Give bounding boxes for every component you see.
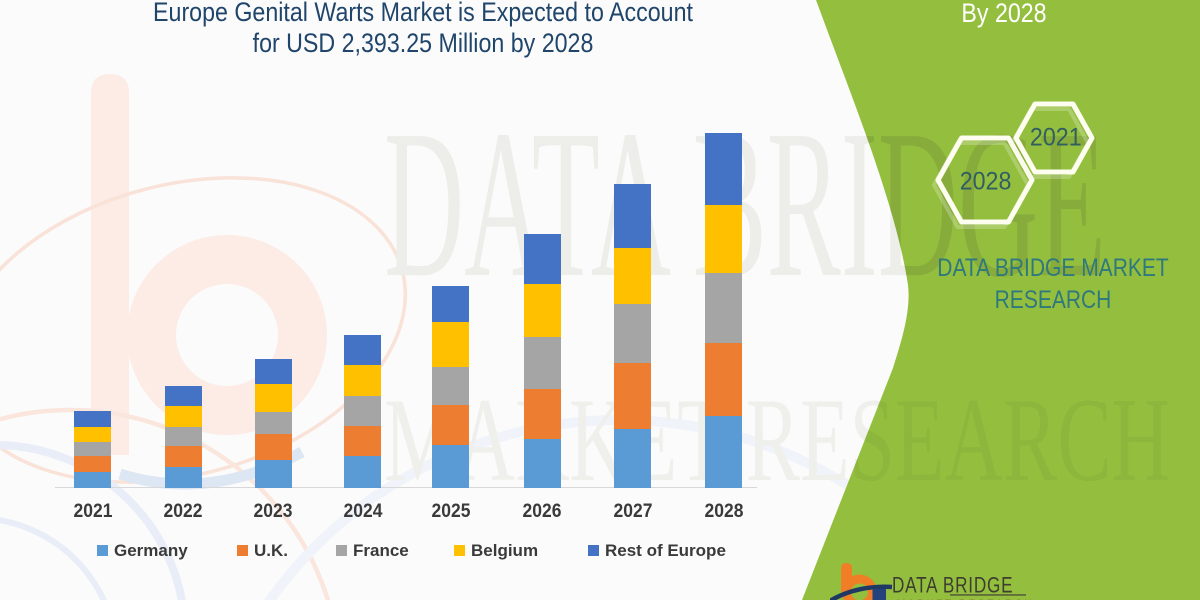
svg-text:2028: 2028 (960, 168, 1012, 196)
svg-text:2021: 2021 (1030, 124, 1082, 152)
svg-text:MARKET RESEARCH: MARKET RESEARCH (897, 599, 1034, 600)
svg-text:DATA BRIDGE: DATA BRIDGE (892, 574, 1013, 599)
